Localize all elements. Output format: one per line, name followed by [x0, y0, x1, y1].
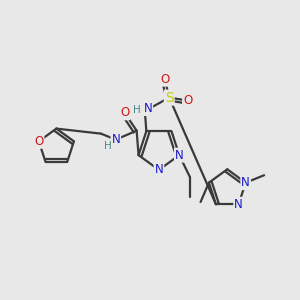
- Text: O: O: [183, 94, 192, 107]
- Text: S: S: [165, 91, 174, 105]
- Text: N: N: [154, 164, 163, 176]
- Text: H: H: [103, 141, 111, 151]
- Text: N: N: [234, 198, 243, 211]
- Text: N: N: [241, 176, 250, 189]
- Text: H: H: [133, 104, 140, 115]
- Text: N: N: [175, 148, 184, 162]
- Text: O: O: [34, 135, 44, 148]
- Text: O: O: [160, 73, 170, 86]
- Text: N: N: [143, 102, 152, 115]
- Text: N: N: [111, 133, 120, 146]
- Text: O: O: [120, 106, 129, 119]
